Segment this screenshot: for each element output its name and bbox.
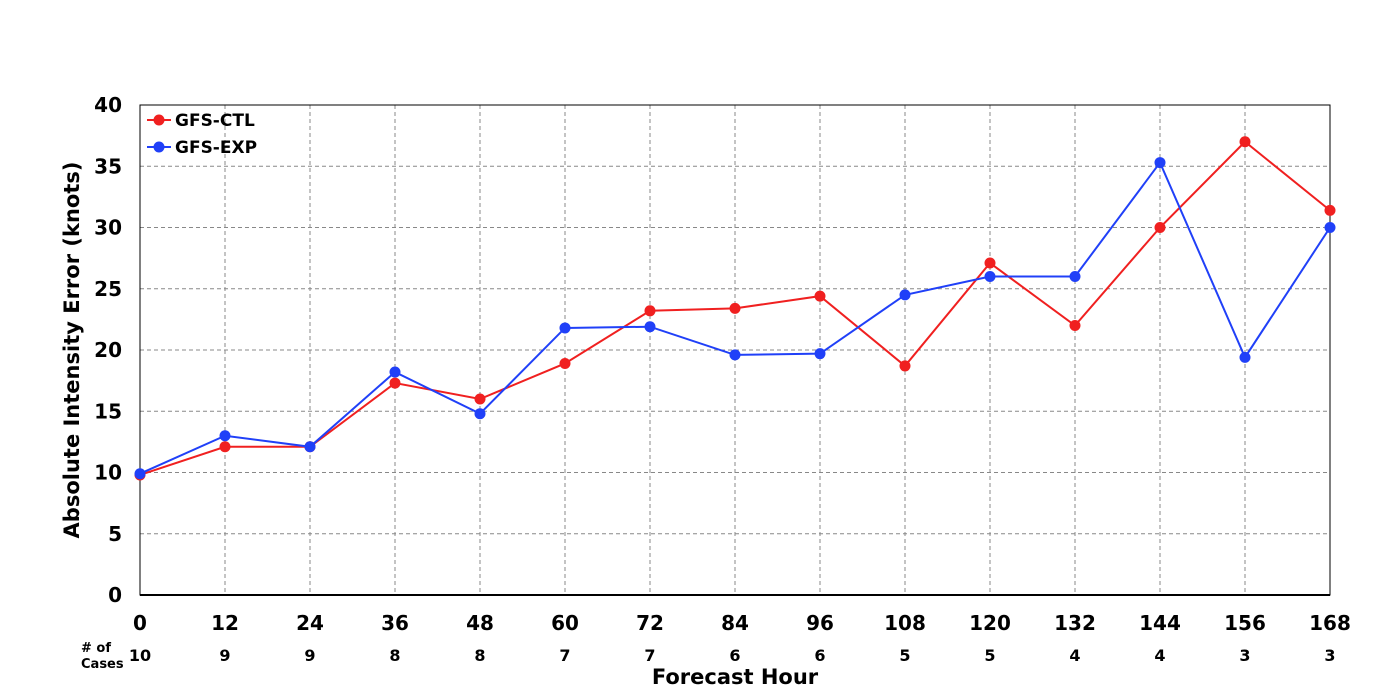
data-point — [899, 289, 911, 301]
case-count-label: 4 — [1154, 646, 1165, 665]
x-tick-label: 120 — [969, 611, 1011, 635]
data-point — [729, 302, 741, 314]
y-tick-label: 25 — [94, 277, 122, 301]
data-point — [474, 408, 486, 420]
data-point — [559, 322, 571, 334]
x-tick-label: 108 — [884, 611, 926, 635]
data-point — [474, 393, 486, 405]
case-count-label: 5 — [899, 646, 910, 665]
case-count-label: 9 — [219, 646, 230, 665]
x-tick-label: 168 — [1309, 611, 1351, 635]
data-point — [1239, 351, 1251, 363]
case-count-label: 8 — [474, 646, 485, 665]
data-point — [219, 430, 231, 442]
x-tick-label: 24 — [296, 611, 324, 635]
case-count-label: 10 — [129, 646, 151, 665]
y-tick-label: 5 — [108, 522, 122, 546]
case-count-label: 3 — [1239, 646, 1250, 665]
data-point — [729, 349, 741, 361]
legend: GFS-CTL GFS-EXP — [147, 111, 257, 158]
case-count-label: 3 — [1324, 646, 1335, 665]
data-point — [559, 357, 571, 369]
x-tick-label: 60 — [551, 611, 579, 635]
case-count-label: 6 — [729, 646, 740, 665]
y-tick-label: 20 — [94, 338, 122, 362]
data-point — [219, 441, 231, 453]
case-count-label: 5 — [984, 646, 995, 665]
data-point — [1154, 222, 1166, 233]
y-tick-label: 30 — [94, 216, 122, 240]
series-gfs-ctl — [134, 136, 1336, 481]
data-point — [1239, 136, 1251, 148]
case-count-label: 9 — [304, 646, 315, 665]
x-tick-label: 144 — [1139, 611, 1181, 635]
data-point — [1069, 271, 1081, 282]
data-point — [134, 468, 146, 480]
series-gfs-exp — [134, 157, 1336, 480]
case-count-label: 6 — [814, 646, 825, 665]
data-point — [389, 366, 401, 378]
case-count-label: 7 — [644, 646, 655, 665]
x-tick-label: 48 — [466, 611, 494, 635]
data-point — [1324, 204, 1336, 216]
data-point — [899, 360, 911, 372]
cases-title-line: # of — [81, 641, 111, 656]
x-tick-label: 84 — [721, 611, 749, 635]
x-tick-label: 132 — [1054, 611, 1096, 635]
y-tick-label: 40 — [94, 93, 122, 117]
grid-lines — [140, 105, 1330, 595]
data-series — [134, 136, 1336, 481]
x-tick-label: 12 — [211, 611, 239, 635]
data-point — [1324, 222, 1336, 233]
case-count-label: 7 — [559, 646, 570, 665]
x-tick-label: 0 — [133, 611, 147, 635]
y-tick-label: 35 — [94, 154, 122, 178]
case-count-label: 8 — [389, 646, 400, 665]
data-point — [814, 290, 826, 302]
case-count-label: 4 — [1069, 646, 1080, 665]
x-axis-title: Forecast Hour — [652, 665, 819, 689]
legend-marker — [153, 141, 165, 153]
cases-row: 10 9 9 8 8 7 7 6 6 5 5 4 4 3 3 — [129, 646, 1336, 665]
data-point — [814, 348, 826, 360]
x-tick-label: 156 — [1224, 611, 1266, 635]
x-tick-label: 36 — [381, 611, 409, 635]
data-point — [304, 441, 316, 453]
cases-title-line: Cases — [81, 657, 124, 672]
data-point — [984, 257, 996, 269]
data-point — [644, 305, 656, 317]
data-point — [1069, 320, 1081, 331]
data-point — [984, 271, 996, 282]
data-point — [389, 377, 401, 389]
x-tick-label: 72 — [636, 611, 664, 635]
legend-label: GFS-CTL — [175, 111, 255, 131]
x-tick-label: 96 — [806, 611, 834, 635]
legend-label: GFS-EXP — [175, 138, 257, 158]
x-axis-ticks: 0 12 24 36 48 60 72 84 96 108 120 132 144 156 168 — [133, 611, 1351, 635]
y-axis-ticks: 0 5 10 15 20 25 30 35 40 — [94, 93, 122, 607]
y-tick-label: 15 — [94, 399, 122, 423]
y-tick-label: 0 — [108, 583, 122, 607]
data-point — [1154, 157, 1166, 169]
y-axis-title: Absolute Intensity Error (knots) — [60, 162, 84, 539]
legend-marker — [153, 114, 165, 126]
data-point — [644, 321, 656, 333]
y-tick-label: 10 — [94, 461, 122, 485]
